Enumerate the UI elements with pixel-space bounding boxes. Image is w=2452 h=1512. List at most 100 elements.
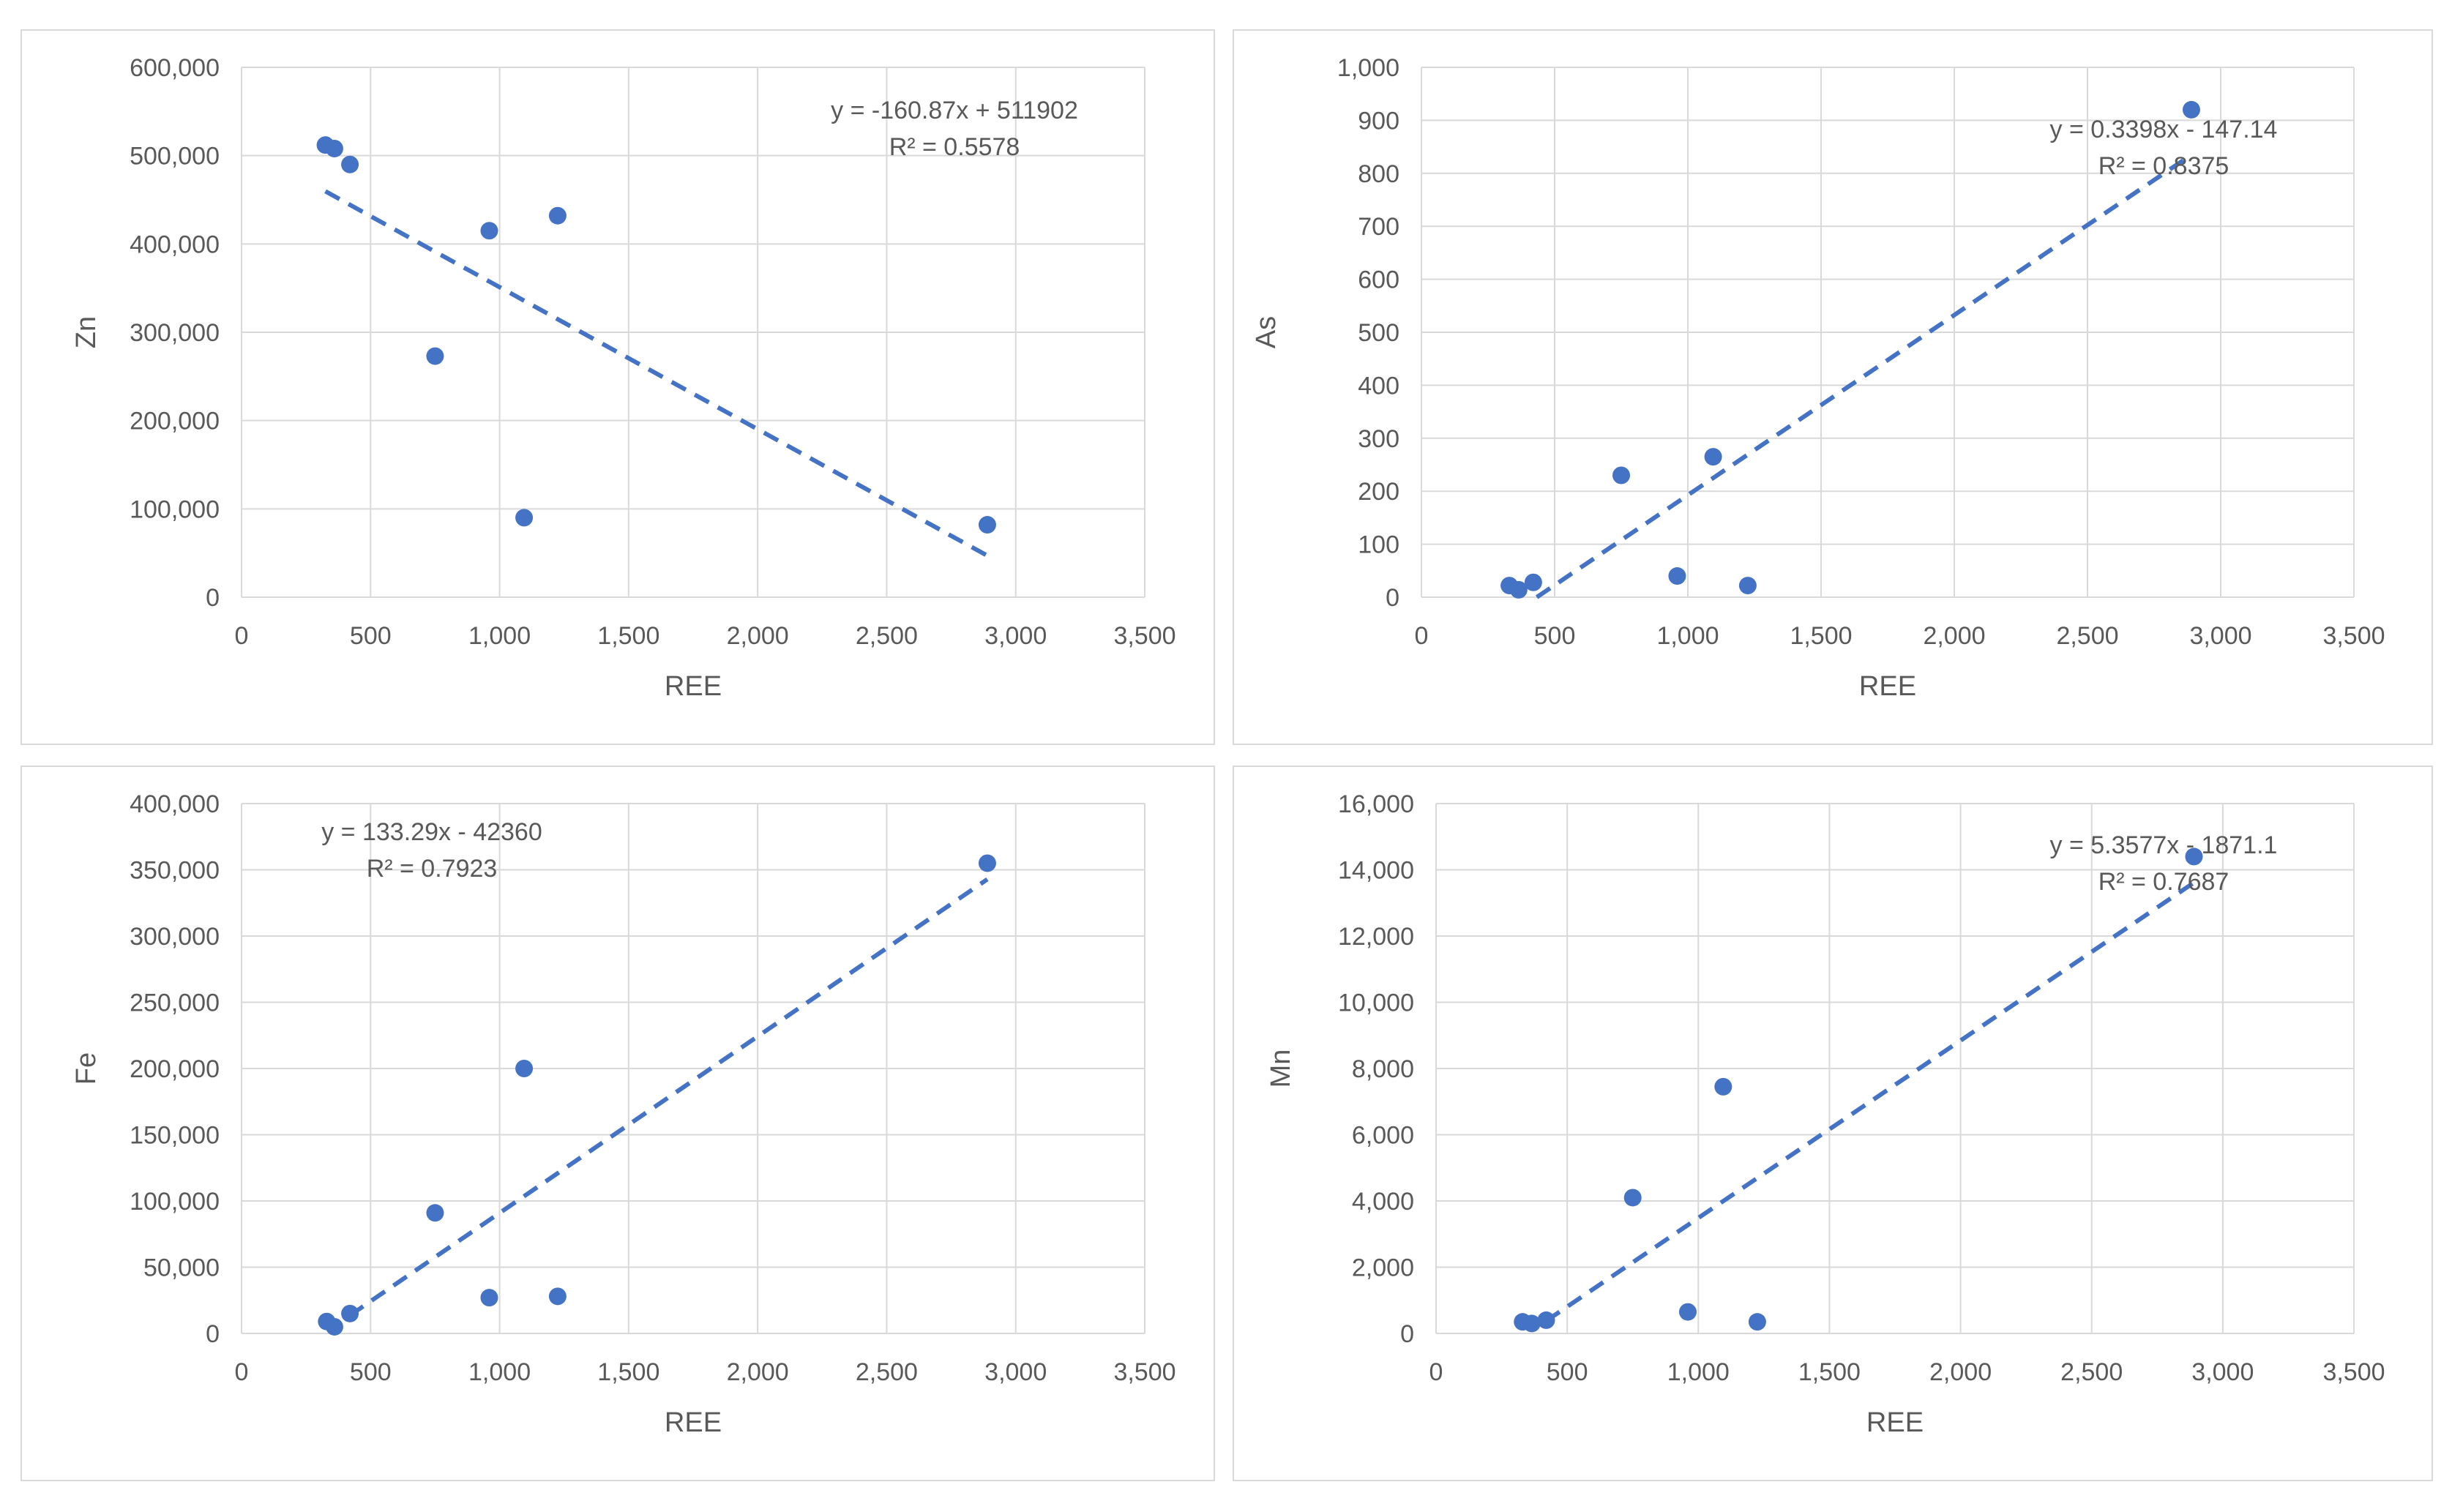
x-tick-label: 1,500 (1798, 1358, 1861, 1386)
trendline-equation: y = -160.87x + 511902 (831, 97, 1078, 124)
y-tick-label: 6,000 (1352, 1122, 1414, 1150)
data-point (1537, 1311, 1555, 1329)
x-tick-label: 3,500 (1113, 622, 1175, 650)
x-tick-label: 1,000 (468, 1358, 531, 1386)
y-tick-label: 300,000 (130, 923, 220, 951)
y-tick-label: 350,000 (130, 857, 220, 885)
y-tick-label: 16,000 (1338, 790, 1414, 818)
data-point (515, 509, 534, 527)
y-axis-label: Zn (71, 316, 102, 348)
chart-mn: 0 2,000 4,000 6,000 8,000 10,000 12,000 14,000 1… (1266, 790, 2385, 1438)
x-tick-label: 2,000 (727, 622, 789, 650)
trendline (1535, 153, 2193, 599)
x-tick-label: 3,000 (2189, 622, 2251, 650)
x-tick-label: 2,500 (2060, 1358, 2123, 1386)
data-point (548, 1287, 567, 1306)
data-point (480, 222, 498, 240)
chart-panel-as: 0 100 200 300 400 500 600 700 800 900 1,000 0 500 1,0… (1233, 29, 2433, 745)
y-tick-label: 14,000 (1338, 857, 1414, 885)
data-point (1714, 1077, 1733, 1096)
data-point (1704, 448, 1722, 466)
r-squared-label: R² = 0.5578 (889, 133, 1020, 161)
trendline-equation: y = 133.29x - 42360 (321, 818, 542, 846)
x-tick-label: 500 (350, 1358, 392, 1386)
data-point (515, 1060, 534, 1077)
trendline-equation: y = 5.3577x - 1871.1 (2050, 831, 2278, 859)
y-axis-label: As (1251, 316, 1282, 348)
data-point (1509, 580, 1528, 599)
x-tick-label: 2,500 (856, 1358, 918, 1386)
x-tick-label: 0 (235, 1358, 249, 1386)
x-tick-label: 1,000 (468, 622, 531, 650)
data-point (1623, 1189, 1642, 1207)
x-tick-label: 3,000 (984, 622, 1047, 650)
x-tick-label: 500 (1534, 622, 1576, 650)
y-tick-label: 100,000 (130, 495, 220, 523)
data-point (2185, 847, 2203, 866)
trendline (324, 189, 989, 558)
data-point (1748, 1313, 1766, 1331)
y-tick-label: 400,000 (130, 231, 220, 258)
y-tick-label: 600,000 (130, 54, 220, 82)
x-axis-label: REE (665, 1407, 722, 1438)
y-tick-label: 300 (1358, 425, 1399, 453)
y-tick-label: 10,000 (1338, 989, 1414, 1017)
chart-as: 0 100 200 300 400 500 600 700 800 900 1,000 0 500 1,0… (1251, 54, 2385, 702)
y-tick-label: 400,000 (130, 790, 220, 818)
x-tick-label: 2,000 (1923, 622, 1985, 650)
x-axis-label: REE (1866, 1407, 1924, 1438)
x-tick-label: 1,000 (1667, 1358, 1730, 1386)
data-point (1678, 1303, 1697, 1321)
data-point (325, 140, 343, 158)
chart-fe: 0 50,000 100,000 150,000 200,000 250,000 300,0… (71, 790, 1176, 1438)
y-tick-label: 8,000 (1352, 1055, 1414, 1083)
x-tick-label: 3,000 (2191, 1358, 2254, 1386)
x-tick-label: 2,000 (727, 1358, 789, 1386)
y-tick-label: 12,000 (1338, 923, 1414, 951)
x-tick-label: 2,500 (2056, 622, 2118, 650)
data-point (341, 155, 359, 173)
chart-panel-mn: 0 2,000 4,000 6,000 8,000 10,000 12,000 14,000 1… (1233, 766, 2433, 1481)
data-point (1612, 466, 1630, 484)
data-point (978, 854, 996, 872)
data-point (978, 516, 996, 534)
r-squared-label: R² = 0.8375 (2098, 152, 2229, 180)
y-tick-label: 100,000 (130, 1188, 220, 1216)
x-tick-label: 1,500 (597, 622, 659, 650)
y-tick-label: 250,000 (130, 989, 220, 1017)
y-tick-label: 800 (1358, 160, 1399, 188)
y-axis-label: Fe (71, 1052, 102, 1085)
y-tick-label: 900 (1358, 107, 1399, 135)
y-tick-label: 500 (1358, 319, 1399, 347)
data-point (325, 1317, 343, 1336)
chart-panel-fe: 0 50,000 100,000 150,000 200,000 250,000 300,0… (20, 766, 1215, 1481)
y-axis-label: Mn (1266, 1049, 1296, 1088)
x-tick-label: 2,500 (856, 622, 918, 650)
y-tick-label: 600 (1358, 266, 1399, 294)
y-tick-label: 200,000 (130, 1055, 220, 1083)
y-tick-label: 200 (1358, 478, 1399, 506)
trendline-equation: y = 0.3398x - 147.14 (2050, 116, 2278, 143)
data-point (426, 347, 444, 365)
chart-panel-zn: 0 100,000 200,000 300,000 400,000 500,000 600,… (20, 29, 1215, 745)
trendline (348, 877, 989, 1317)
y-tick-label: 4,000 (1352, 1188, 1414, 1216)
data-point (341, 1304, 359, 1322)
y-tick-label: 0 (206, 584, 220, 612)
data-point (480, 1289, 498, 1307)
data-point (1738, 577, 1757, 595)
x-axis-label: REE (1859, 671, 1916, 702)
x-tick-label: 3,500 (2322, 1358, 2385, 1386)
y-tick-label: 0 (1386, 584, 1399, 612)
x-tick-label: 1,500 (597, 1358, 659, 1386)
y-tick-label: 700 (1358, 213, 1399, 241)
y-tick-label: 2,000 (1352, 1254, 1414, 1282)
trendline (1544, 880, 2196, 1323)
x-tick-label: 3,500 (1113, 1358, 1175, 1386)
chart-zn: 0 100,000 200,000 300,000 400,000 500,000 600,… (71, 54, 1176, 702)
y-tick-label: 100 (1358, 531, 1399, 559)
data-point (426, 1204, 444, 1222)
y-tick-label: 300,000 (130, 319, 220, 347)
y-tick-label: 50,000 (143, 1254, 220, 1282)
data-point (2182, 100, 2200, 119)
